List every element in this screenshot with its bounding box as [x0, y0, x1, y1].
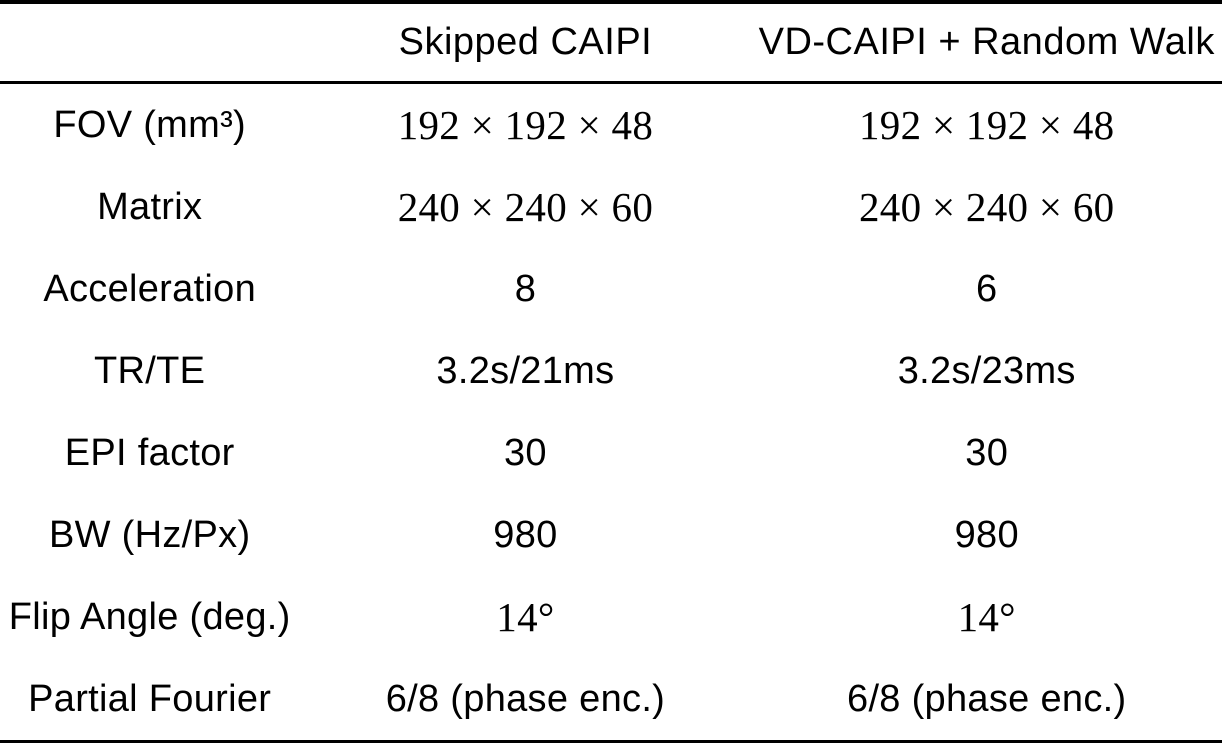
cell-fov-skipped-caipi: 192 × 192 × 48 [397, 102, 654, 148]
row-label-acceleration: Acceleration [43, 267, 257, 310]
cell-acceleration-vd-caipi: 6 [976, 267, 998, 310]
column-header-skipped-caipi: Skipped CAIPI [398, 21, 653, 63]
table-row-tr-te: TR/TE 3.2s/21ms 3.2s/23ms [0, 330, 1222, 412]
row-label-epi-factor: EPI factor [64, 431, 235, 474]
column-header-vd-caipi-random-walk: VD-CAIPI + Random Walk [758, 21, 1215, 63]
table-row-partial-fourier: Partial Fourier 6/8 (phase enc.) 6/8 (ph… [0, 658, 1222, 740]
cell-epi-factor-skipped-caipi: 30 [504, 431, 547, 474]
table-header-row: Skipped CAIPI VD-CAIPI + Random Walk [0, 4, 1222, 84]
cell-matrix-vd-caipi: 240 × 240 × 60 [859, 184, 1115, 230]
cell-bandwidth-vd-caipi: 980 [954, 513, 1019, 556]
cell-bandwidth-skipped-caipi: 980 [493, 513, 558, 556]
table-bottom-rule [0, 740, 1222, 743]
cell-flip-angle-skipped-caipi: 14° [496, 594, 555, 640]
row-label-matrix: Matrix [97, 185, 203, 228]
cell-tr-te-vd-caipi: 3.2s/23ms [897, 349, 1076, 392]
table-row-flip-angle: Flip Angle (deg.) 14° 14° [0, 576, 1222, 658]
cell-acceleration-skipped-caipi: 8 [514, 267, 537, 310]
cell-partial-fourier-vd-caipi: 6/8 (phase enc.) [847, 677, 1127, 720]
cell-epi-factor-vd-caipi: 30 [965, 431, 1009, 474]
row-label-fov: FOV (mm³) [53, 103, 247, 146]
row-label-flip-angle: Flip Angle (deg.) [8, 595, 291, 638]
row-label-partial-fourier: Partial Fourier [28, 677, 272, 720]
cell-flip-angle-vd-caipi: 14° [957, 594, 1016, 640]
cell-partial-fourier-skipped-caipi: 6/8 (phase enc.) [385, 677, 666, 720]
row-label-tr-te: TR/TE [94, 349, 206, 392]
row-label-bandwidth: BW (Hz/Px) [48, 513, 251, 556]
table-row-fov: FOV (mm³) 192 × 192 × 48 192 × 192 × 48 [0, 84, 1222, 166]
table-row-bandwidth: BW (Hz/Px) 980 980 [0, 494, 1222, 576]
cell-matrix-skipped-caipi: 240 × 240 × 60 [397, 184, 654, 230]
cell-tr-te-skipped-caipi: 3.2s/21ms [436, 349, 615, 392]
table-row-matrix: Matrix 240 × 240 × 60 240 × 240 × 60 [0, 166, 1222, 248]
table-row-acceleration: Acceleration 8 6 [0, 248, 1222, 330]
cell-fov-vd-caipi: 192 × 192 × 48 [859, 102, 1115, 148]
table-row-epi-factor: EPI factor 30 30 [0, 412, 1222, 494]
